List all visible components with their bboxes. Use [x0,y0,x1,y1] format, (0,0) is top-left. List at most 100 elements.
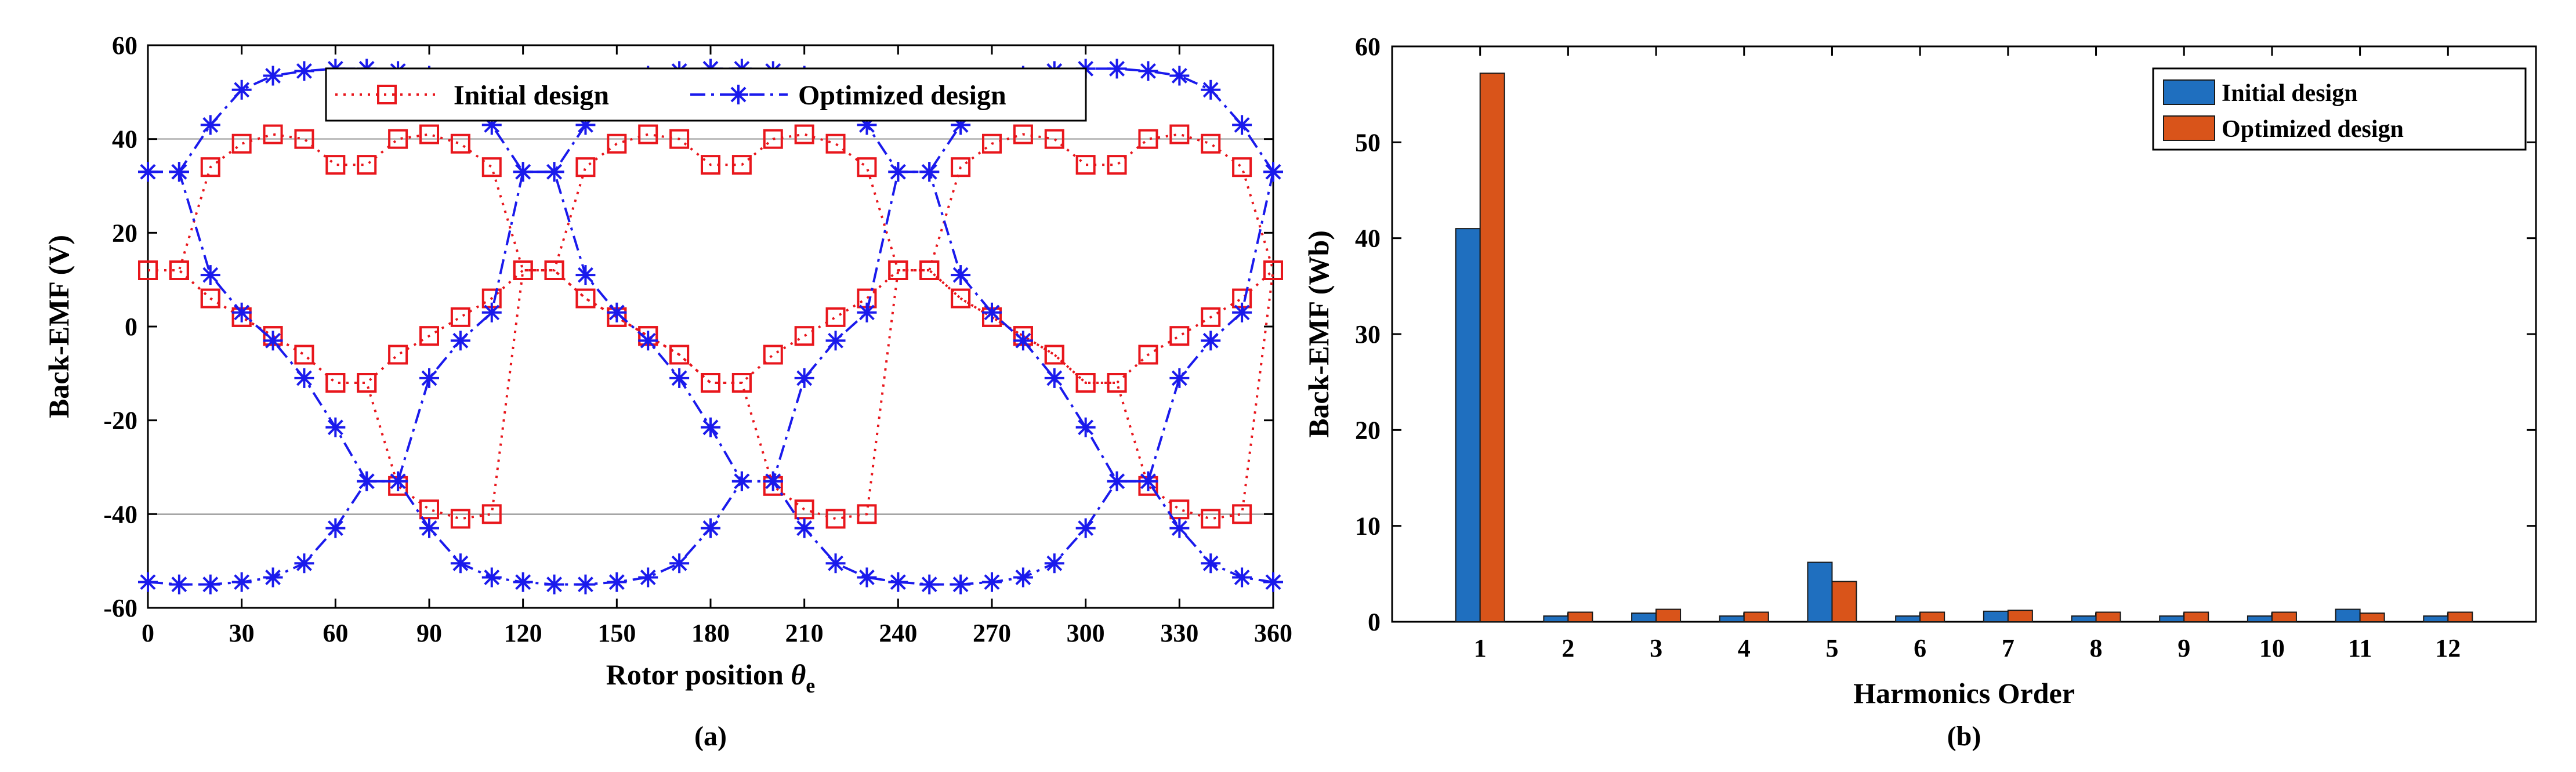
data-point-asterisk [450,553,470,574]
data-point-square [1201,307,1221,327]
x-tick-label: 4 [1738,634,1751,662]
data-point-square [1169,124,1190,144]
data-point-asterisk [513,162,533,182]
asterisk-stroke [265,570,281,585]
asterisk-stroke [671,370,687,386]
asterisk-stroke [202,117,219,133]
data-point-square [763,129,783,149]
asterisk-stroke [327,419,343,436]
asterisk-stroke [1171,370,1187,386]
x-tick-label: 90 [416,619,442,647]
data-point-asterisk [1201,79,1221,100]
data-point-square [357,155,377,175]
asterisk-stroke [796,520,813,536]
asterisk-stroke [452,332,469,349]
data-point-asterisk [731,471,752,491]
asterisk-stroke [890,164,906,180]
x-tick-label: 10 [2259,634,2285,662]
y-tick-label: -40 [103,500,137,528]
data-point-asterisk [575,574,596,595]
asterisk-stroke [515,164,531,180]
data-point-square [575,288,596,309]
data-point-asterisk [1138,471,1158,491]
data-point-asterisk [1169,368,1190,388]
data-point-square [419,124,439,144]
x-tick-label: 300 [1067,619,1105,647]
bar [1983,610,2009,623]
data-point-square [1107,155,1127,175]
asterisk-stroke [327,520,343,536]
line-chart-a: 0 30 60 90 120 150 180 210 240 270 300 330 360 -60 -40… [42,31,1292,752]
data-point-square [544,260,564,280]
data-point-asterisk [1044,553,1064,574]
data-point-asterisk [357,471,377,491]
asterisk-stroke [1015,332,1031,349]
data-point-square [419,499,439,520]
x-tick-label: 150 [597,619,636,647]
y-tick-label: 60 [112,31,137,60]
data-point-square [575,157,596,177]
x-tick-label: 120 [504,619,542,647]
x-tick-label: 1 [1474,634,1487,662]
asterisk-stroke [234,305,250,321]
data-point-square [888,260,908,280]
asterisk-stroke [421,520,437,536]
bar [2335,608,2361,623]
asterisk-stroke [1234,117,1250,133]
data-point-square [669,129,690,149]
bar [2183,611,2209,623]
x-tick-label: 360 [1254,619,1292,647]
data-point-asterisk [138,572,158,592]
data-point-asterisk [1075,417,1096,437]
asterisk-stroke [234,574,250,590]
panel-label-a: (a) [694,721,727,752]
data-point-asterisk [1044,368,1064,388]
asterisk-stroke [1234,570,1250,585]
asterisk-stroke [984,574,1000,590]
x-tick-label: 5 [1825,634,1838,662]
asterisk-stroke [546,577,562,592]
asterisk-stroke [1234,305,1250,321]
asterisk-stroke [546,164,562,180]
bar [2447,611,2473,623]
asterisk-stroke [390,473,406,490]
data-point-asterisk [982,572,1002,592]
asterisk-stroke [296,63,312,79]
bar [1831,581,1857,622]
legend: Initial design Optimized design [2152,67,2527,151]
data-point-asterisk [1232,567,1252,588]
data-point-square [294,129,314,149]
bar [1919,611,1945,623]
asterisk-stroke [640,332,656,349]
data-point-asterisk [951,265,971,285]
data-point-square [357,373,377,393]
data-point-asterisk [794,368,814,388]
asterisk-stroke [859,570,875,585]
asterisk-stroke [765,473,781,490]
data-point-square [825,133,846,154]
data-point-asterisk [294,368,314,388]
data-point-square [919,260,940,280]
data-point-asterisk [888,162,908,182]
bar [1455,228,1481,622]
y-tick-label: 50 [1355,128,1381,157]
y-tick-label: -60 [103,594,137,622]
asterisk-stroke [921,164,937,180]
data-point-square [450,307,470,327]
x-tick-label: 11 [2348,634,2372,662]
y-tick-label: 40 [1355,224,1381,253]
data-point-asterisk [481,567,502,588]
asterisk-stroke [921,577,937,592]
asterisk-stroke [1046,370,1063,386]
data-point-asterisk [138,162,158,182]
series-line [148,133,1274,520]
data-point-square [1201,133,1221,154]
asterisk-stroke [484,570,500,585]
data-point-asterisk [857,567,877,588]
data-point-square [1013,124,1033,144]
legend-label: Initial design [2222,80,2358,107]
data-point-square [794,499,814,520]
data-point-asterisk [919,162,940,182]
asterisk-stroke [1265,164,1281,180]
